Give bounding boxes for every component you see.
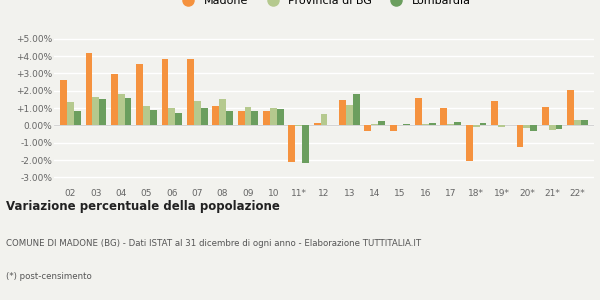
- Bar: [581, 120, 588, 125]
- Bar: [314, 123, 320, 125]
- Bar: [136, 64, 143, 125]
- Bar: [251, 111, 258, 125]
- Bar: [194, 101, 200, 125]
- Bar: [530, 125, 537, 130]
- Bar: [498, 125, 505, 127]
- Bar: [378, 121, 385, 125]
- Bar: [161, 59, 169, 125]
- Bar: [567, 90, 574, 125]
- Bar: [200, 108, 208, 125]
- Bar: [212, 106, 219, 125]
- Bar: [339, 100, 346, 125]
- Bar: [491, 101, 498, 125]
- Bar: [448, 124, 454, 125]
- Text: (*) post-censimento: (*) post-censimento: [6, 272, 92, 281]
- Bar: [429, 123, 436, 125]
- Bar: [99, 99, 106, 125]
- Bar: [320, 114, 328, 125]
- Bar: [454, 122, 461, 125]
- Bar: [263, 112, 270, 125]
- Bar: [556, 125, 562, 129]
- Bar: [111, 74, 118, 125]
- Bar: [574, 120, 581, 125]
- Bar: [238, 111, 245, 125]
- Bar: [187, 58, 194, 125]
- Bar: [74, 111, 81, 125]
- Bar: [479, 123, 487, 125]
- Bar: [175, 113, 182, 125]
- Bar: [143, 106, 150, 125]
- Bar: [270, 108, 277, 125]
- Legend: Madone, Provincia di BG, Lombardia: Madone, Provincia di BG, Lombardia: [173, 0, 475, 11]
- Bar: [118, 94, 125, 125]
- Bar: [277, 109, 284, 125]
- Text: COMUNE DI MADONE (BG) - Dati ISTAT al 31 dicembre di ogni anno - Elaborazione TU: COMUNE DI MADONE (BG) - Dati ISTAT al 31…: [6, 239, 421, 248]
- Bar: [150, 110, 157, 125]
- Bar: [60, 80, 67, 125]
- Bar: [346, 104, 353, 125]
- Bar: [169, 108, 175, 125]
- Bar: [295, 125, 302, 126]
- Text: Variazione percentuale della popolazione: Variazione percentuale della popolazione: [6, 200, 280, 213]
- Bar: [403, 124, 410, 125]
- Bar: [302, 125, 309, 163]
- Bar: [371, 124, 378, 125]
- Bar: [440, 108, 448, 125]
- Bar: [390, 125, 397, 131]
- Bar: [219, 99, 226, 125]
- Bar: [86, 52, 92, 125]
- Bar: [226, 111, 233, 125]
- Bar: [125, 98, 131, 125]
- Bar: [422, 124, 429, 125]
- Bar: [353, 94, 359, 125]
- Bar: [364, 125, 371, 131]
- Bar: [517, 125, 523, 147]
- Bar: [549, 125, 556, 130]
- Bar: [415, 98, 422, 125]
- Bar: [542, 107, 549, 125]
- Bar: [245, 107, 251, 125]
- Bar: [92, 97, 99, 125]
- Bar: [473, 125, 479, 127]
- Bar: [289, 125, 295, 162]
- Bar: [466, 125, 473, 161]
- Bar: [523, 125, 530, 128]
- Bar: [67, 102, 74, 125]
